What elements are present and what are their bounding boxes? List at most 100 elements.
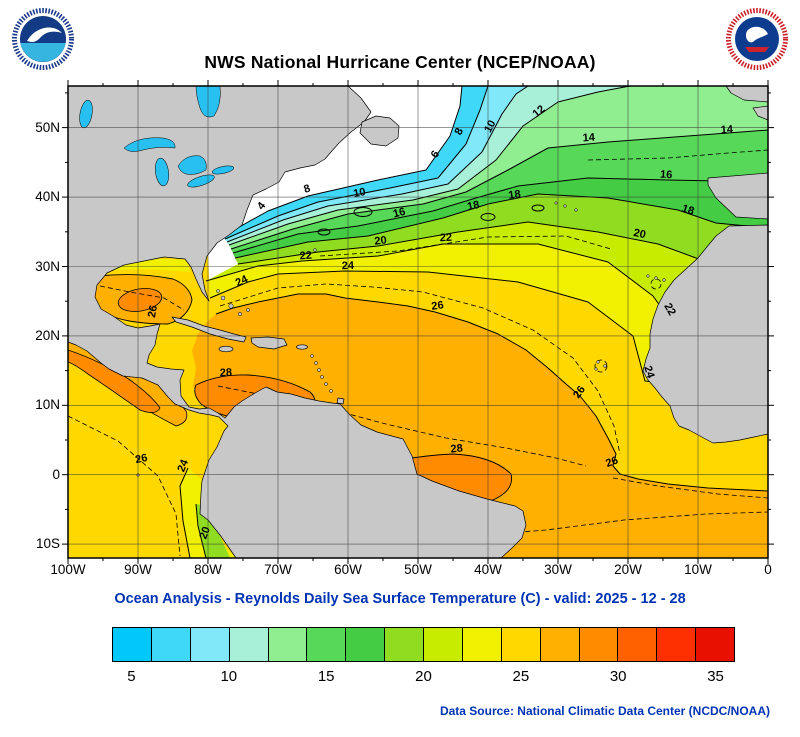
inland-water <box>79 86 235 188</box>
nws-logo <box>724 6 790 72</box>
contour-label: 28 <box>450 442 463 455</box>
x-axis-label: 0 <box>764 562 772 577</box>
contour-label: 10 <box>352 186 366 200</box>
isotherm-8c <box>224 86 489 240</box>
contour-label: 26 <box>134 452 148 466</box>
colorbar-cell <box>424 628 463 661</box>
x-axis-label: 20W <box>614 562 642 577</box>
x-axis-label: 60W <box>334 562 362 577</box>
x-axis-label: 90W <box>124 562 152 577</box>
colorbar-tick-label: 25 <box>512 668 530 685</box>
lat-lon-grid <box>68 86 768 558</box>
band-10-12c <box>227 86 630 245</box>
colorbar-cell <box>151 628 191 661</box>
contour-label: 24 <box>342 260 356 272</box>
colorbar-cell <box>696 628 734 661</box>
colorbar-cell <box>462 628 502 661</box>
isotherm-18c <box>234 193 768 259</box>
colorbar-cell <box>307 628 347 661</box>
data-source: Data Source: National Climatic Data Cent… <box>439 704 770 718</box>
band-12-14c <box>229 86 768 249</box>
colorbar-cell <box>229 628 269 661</box>
colorbar-cell <box>346 628 386 661</box>
y-axis-label: 40N <box>35 189 60 205</box>
x-axis-label: 100W <box>50 562 86 577</box>
y-axis-label: 30N <box>35 258 60 274</box>
contour-label: 22 <box>299 250 312 263</box>
contour-label: 28 <box>220 367 233 379</box>
lake-superior <box>123 137 176 152</box>
temperature-colorbar <box>112 627 735 662</box>
jamaica-island <box>218 345 234 353</box>
isotherm-12c <box>228 86 631 246</box>
y-axis-label: 20N <box>35 327 60 343</box>
colorbar-tick-label: 10 <box>220 668 238 685</box>
lake-huron <box>177 155 207 175</box>
contour-label: 26 <box>146 304 160 318</box>
colorbar-cell <box>385 628 424 661</box>
band-6-8c <box>223 86 488 239</box>
colorbar-cell <box>540 628 580 661</box>
land-masses <box>68 86 768 558</box>
y-axis-label: 10S <box>35 536 60 552</box>
lake-ontario <box>211 165 235 175</box>
africa-landmass <box>642 224 768 444</box>
contour-label: 20 <box>632 227 646 241</box>
noaa-emblem-icon <box>11 7 75 71</box>
colorbar-tick-label: 30 <box>609 668 627 685</box>
contour-label: 18 <box>466 199 480 213</box>
colorbar-cell <box>501 628 541 661</box>
page-title: NWS National Hurricane Center (NCEP/NOAA… <box>204 52 596 72</box>
contour-label: 24 <box>234 273 251 289</box>
contour-label: 18 <box>680 203 695 218</box>
band-18-20c <box>235 194 768 274</box>
contour-label: 16 <box>660 169 673 182</box>
y-axis-label: 0 <box>52 466 60 482</box>
band-8-10c <box>225 86 528 242</box>
europe-landmass <box>725 86 768 121</box>
y-axis-label: 50N <box>35 119 60 135</box>
iberia-landmass <box>707 172 768 220</box>
colorbar-cell <box>579 628 619 661</box>
colorbar-tick-label: 15 <box>317 668 335 685</box>
y-axis-label: 10N <box>35 397 60 413</box>
lake-michigan <box>155 157 169 187</box>
nws-emblem-icon <box>725 7 789 71</box>
contour-label: 22 <box>661 301 678 318</box>
x-axis-label: 70W <box>264 562 292 577</box>
colorbar-tick-label: 20 <box>415 668 432 685</box>
colorbar-labels: 5 10 15 20 25 30 35 <box>112 668 735 688</box>
caribbean-islands <box>171 316 345 405</box>
newfoundland-island <box>359 115 400 147</box>
contour-label: 26 <box>604 454 620 469</box>
contour-label: 10 <box>482 118 498 134</box>
contour-label: 16 <box>392 206 407 221</box>
contour-label: 20 <box>197 525 212 541</box>
contour-label: 6 <box>429 149 442 161</box>
x-axis-label: 80W <box>194 562 222 577</box>
contour-label: 14 <box>720 124 734 137</box>
contour-label: 22 <box>440 232 453 244</box>
axis-tick-marks <box>62 80 774 564</box>
band-14-16c <box>231 130 768 253</box>
isotherm-6c <box>222 86 463 237</box>
contour-label: 14 <box>582 132 596 145</box>
band-16-18c <box>233 178 768 258</box>
contour-label: 18 <box>508 188 522 202</box>
americas-landmass <box>68 86 527 558</box>
colorbar-tick-label: 5 <box>127 668 136 685</box>
colorbar-cell <box>190 628 230 661</box>
contour-label: 26 <box>571 384 588 401</box>
colorbar-cell <box>657 628 697 661</box>
lake-erie <box>187 174 215 188</box>
isotherm-10c <box>226 86 529 243</box>
x-axis-label: 50W <box>404 562 432 577</box>
noaa-logo <box>10 6 76 72</box>
contour-label: 24 <box>641 364 656 380</box>
band-22-24c <box>206 244 768 394</box>
band-20-22c <box>206 222 768 338</box>
contour-label: 26 <box>431 299 445 313</box>
